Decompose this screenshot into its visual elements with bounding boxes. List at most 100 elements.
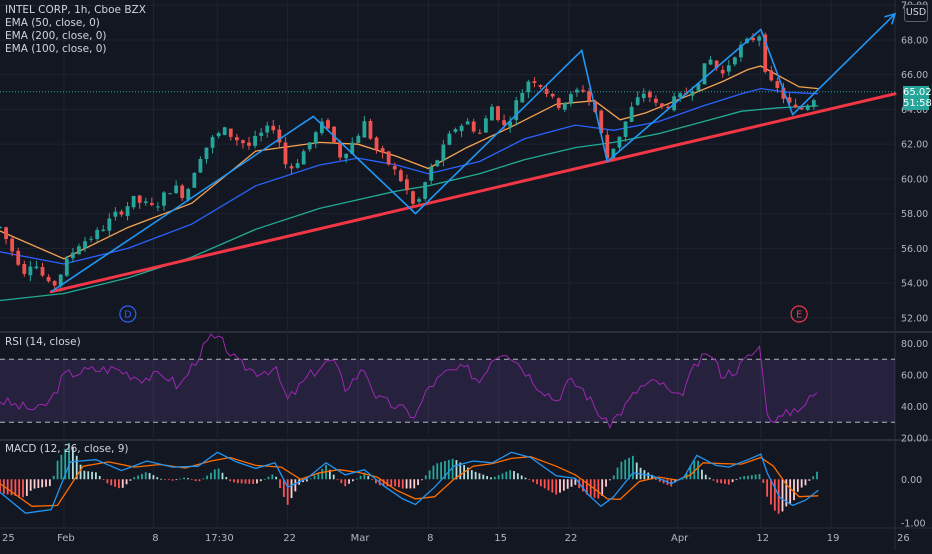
candle-down: [277, 129, 282, 143]
rsi-legend[interactable]: RSI (14, close): [5, 336, 81, 348]
macd-histogram-bar: [37, 479, 40, 488]
macd-histogram-bar: [493, 476, 496, 480]
candle-up: [526, 81, 531, 93]
macd-histogram-bar: [731, 479, 734, 483]
time-tick-label: Feb: [57, 533, 75, 544]
price-tick-label: 56.00: [901, 244, 928, 255]
macd-histogram-bar: [282, 479, 285, 498]
macd-histogram-bar: [539, 479, 542, 487]
macd-histogram-bar: [574, 479, 577, 485]
projection-arrowhead[interactable]: [884, 12, 897, 25]
ema-50-legend[interactable]: EMA (50, close, 0): [5, 17, 100, 29]
candle-up: [265, 125, 270, 133]
candle-up: [259, 132, 264, 136]
macd-histogram-bar: [317, 472, 320, 480]
macd-histogram-bar: [48, 479, 51, 487]
event-marker-d[interactable]: [119, 305, 137, 323]
time-tick-label: 25: [2, 533, 15, 544]
drawing-layer[interactable]: [49, 12, 897, 294]
macd-histogram-bar: [71, 446, 74, 480]
time-tick-label: 19: [827, 533, 840, 544]
candle-up: [70, 252, 75, 259]
candle-down: [241, 140, 245, 144]
macd-histogram-bar: [459, 462, 462, 480]
candle-up: [198, 158, 203, 173]
candle-up: [222, 127, 227, 135]
candle-up: [562, 102, 567, 110]
candle-down: [532, 81, 537, 83]
macd-histogram-bar: [405, 479, 408, 489]
macd-histogram-bar: [497, 475, 500, 480]
zigzag-line[interactable]: [50, 13, 896, 293]
ema-200-legend[interactable]: EMA (200, close, 0): [5, 30, 107, 42]
time-tick-label: 15: [494, 533, 507, 544]
macd-histogram-bar: [758, 473, 761, 480]
candle-down: [338, 142, 342, 158]
macd-histogram-bar: [33, 479, 36, 489]
macd-histogram-bar: [164, 479, 166, 481]
macd-histogram-bar: [118, 479, 120, 489]
macd-histogram-bar: [83, 470, 86, 480]
macd-histogram-bar: [351, 479, 354, 482]
candle-down: [283, 142, 288, 165]
macd-histogram-bar: [398, 479, 400, 488]
macd-histogram-bar: [240, 479, 243, 484]
trend-line[interactable]: [49, 92, 897, 294]
macd-histogram-bar: [570, 479, 573, 487]
candle-up: [356, 135, 361, 144]
time-tick-label: 26: [897, 533, 910, 544]
candle-down: [374, 137, 379, 150]
macd-histogram-bar: [10, 479, 13, 496]
macd-histogram-bar: [566, 479, 569, 489]
macd-histogram-bar: [167, 479, 170, 481]
macd-histogram-bar: [505, 471, 508, 480]
macd-histogram-bar: [562, 479, 565, 491]
macd-legend[interactable]: MACD (12, 26, close, 9): [5, 443, 129, 455]
ema-100-legend[interactable]: EMA (100, close, 0): [5, 43, 107, 55]
macd-histogram-bar: [624, 459, 627, 480]
candle-up: [162, 192, 166, 206]
price-tick-label: 52.00: [901, 313, 928, 324]
macd-histogram-bar: [248, 479, 251, 484]
time-tick-label: 22: [283, 533, 296, 544]
event-marker-e[interactable]: [790, 305, 808, 323]
candle-up: [125, 206, 130, 216]
price-tick-label: 54.00: [901, 279, 928, 290]
macd-histogram-bar: [87, 471, 90, 480]
macd-histogram-bar: [102, 479, 105, 481]
candle-down: [471, 121, 476, 132]
macd-histogram-bar: [693, 460, 696, 480]
macd-histogram-bar: [348, 479, 350, 484]
macd-histogram-bar: [236, 479, 239, 484]
macd-histogram-bar: [470, 470, 473, 480]
candle-down: [763, 34, 768, 72]
candle-up: [739, 44, 743, 58]
candle-up: [429, 166, 434, 181]
currency-button[interactable]: USD: [904, 4, 928, 22]
macd-histogram-bar: [60, 454, 63, 480]
macd-histogram-bar: [367, 476, 370, 480]
axis-layer: 25Feb817:3022Mar81522Apr12192670.0068.00…: [2, 1, 928, 544]
macd-histogram-bar: [605, 479, 607, 487]
price-tick-label: 64.00: [901, 105, 928, 116]
candle-up: [678, 93, 683, 98]
macd-tick-label: -1.00: [901, 518, 926, 529]
macd-histogram-bar: [655, 478, 657, 480]
candle-down: [386, 151, 391, 165]
candle-up: [690, 91, 695, 96]
macd-histogram-bar: [328, 469, 331, 480]
macd-histogram-bar: [516, 473, 519, 480]
macd-histogram-bar: [160, 478, 162, 480]
symbol-title[interactable]: INTEL CORP, 1h, Cboe BZX: [5, 4, 146, 16]
event-marker-label: E: [796, 310, 802, 321]
macd-histogram-bar: [244, 479, 247, 484]
candle-up: [64, 258, 69, 276]
macd-histogram-bar: [501, 473, 504, 480]
candle-up: [520, 92, 525, 103]
rsi-band-fill: [0, 359, 895, 423]
macd-histogram-bar: [152, 475, 155, 480]
macd-histogram-bar: [451, 458, 454, 480]
